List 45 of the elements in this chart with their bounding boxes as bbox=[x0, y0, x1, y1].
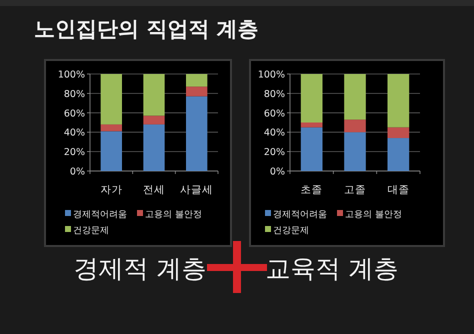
bar bbox=[100, 124, 122, 132]
bar bbox=[300, 122, 322, 128]
y-tick-label: 80% bbox=[64, 88, 85, 100]
y-tick-label: 40% bbox=[264, 128, 285, 139]
y-tick-label: 0% bbox=[270, 166, 285, 178]
bar bbox=[143, 116, 165, 124]
y-tick-label: 100% bbox=[58, 70, 85, 80]
bar bbox=[100, 74, 122, 124]
y-tick-label: 100% bbox=[258, 70, 285, 80]
bar bbox=[186, 74, 208, 87]
bar bbox=[344, 132, 366, 171]
bar bbox=[143, 74, 165, 116]
legend-label: 건강문제 bbox=[73, 226, 109, 236]
y-tick-label: 60% bbox=[264, 108, 285, 120]
bar bbox=[186, 86, 208, 96]
legend-label: 경제적어려움 bbox=[73, 210, 127, 220]
bar bbox=[388, 127, 410, 138]
legend-label: 경제적어려움 bbox=[273, 210, 327, 220]
bar bbox=[300, 127, 322, 171]
text: 교육적 계층 bbox=[266, 254, 398, 283]
legend-label: 고용의 불안정 bbox=[145, 210, 202, 220]
bar bbox=[300, 74, 322, 122]
x-tick-label: 자가 bbox=[100, 184, 122, 196]
y-tick-label: 0% bbox=[70, 166, 85, 178]
y-tick-label: 20% bbox=[264, 147, 285, 158]
x-tick-label: 사글세 bbox=[180, 184, 214, 196]
x-tick-label: 고졸 bbox=[344, 184, 366, 196]
text: 경제적 계층 bbox=[74, 254, 206, 283]
legend-label: 고용의 불안정 bbox=[345, 210, 402, 220]
chart-title: 노인집단의 직업적 계층 bbox=[34, 17, 259, 41]
x-tick-label: 대졸 bbox=[387, 184, 410, 196]
bar bbox=[100, 131, 122, 171]
bar bbox=[344, 74, 366, 120]
y-tick-label: 60% bbox=[64, 108, 85, 120]
legend-label: 건강문제 bbox=[273, 226, 309, 236]
x-tick-label: 전세 bbox=[143, 184, 165, 196]
bar bbox=[388, 138, 410, 171]
x-tick-label: 초졸 bbox=[300, 184, 323, 196]
bar bbox=[388, 74, 410, 128]
bar bbox=[186, 96, 208, 171]
y-tick-label: 20% bbox=[64, 147, 85, 158]
y-tick-label: 80% bbox=[264, 88, 285, 100]
bar bbox=[344, 120, 366, 132]
bar bbox=[143, 124, 165, 171]
y-tick-label: 40% bbox=[64, 128, 85, 139]
